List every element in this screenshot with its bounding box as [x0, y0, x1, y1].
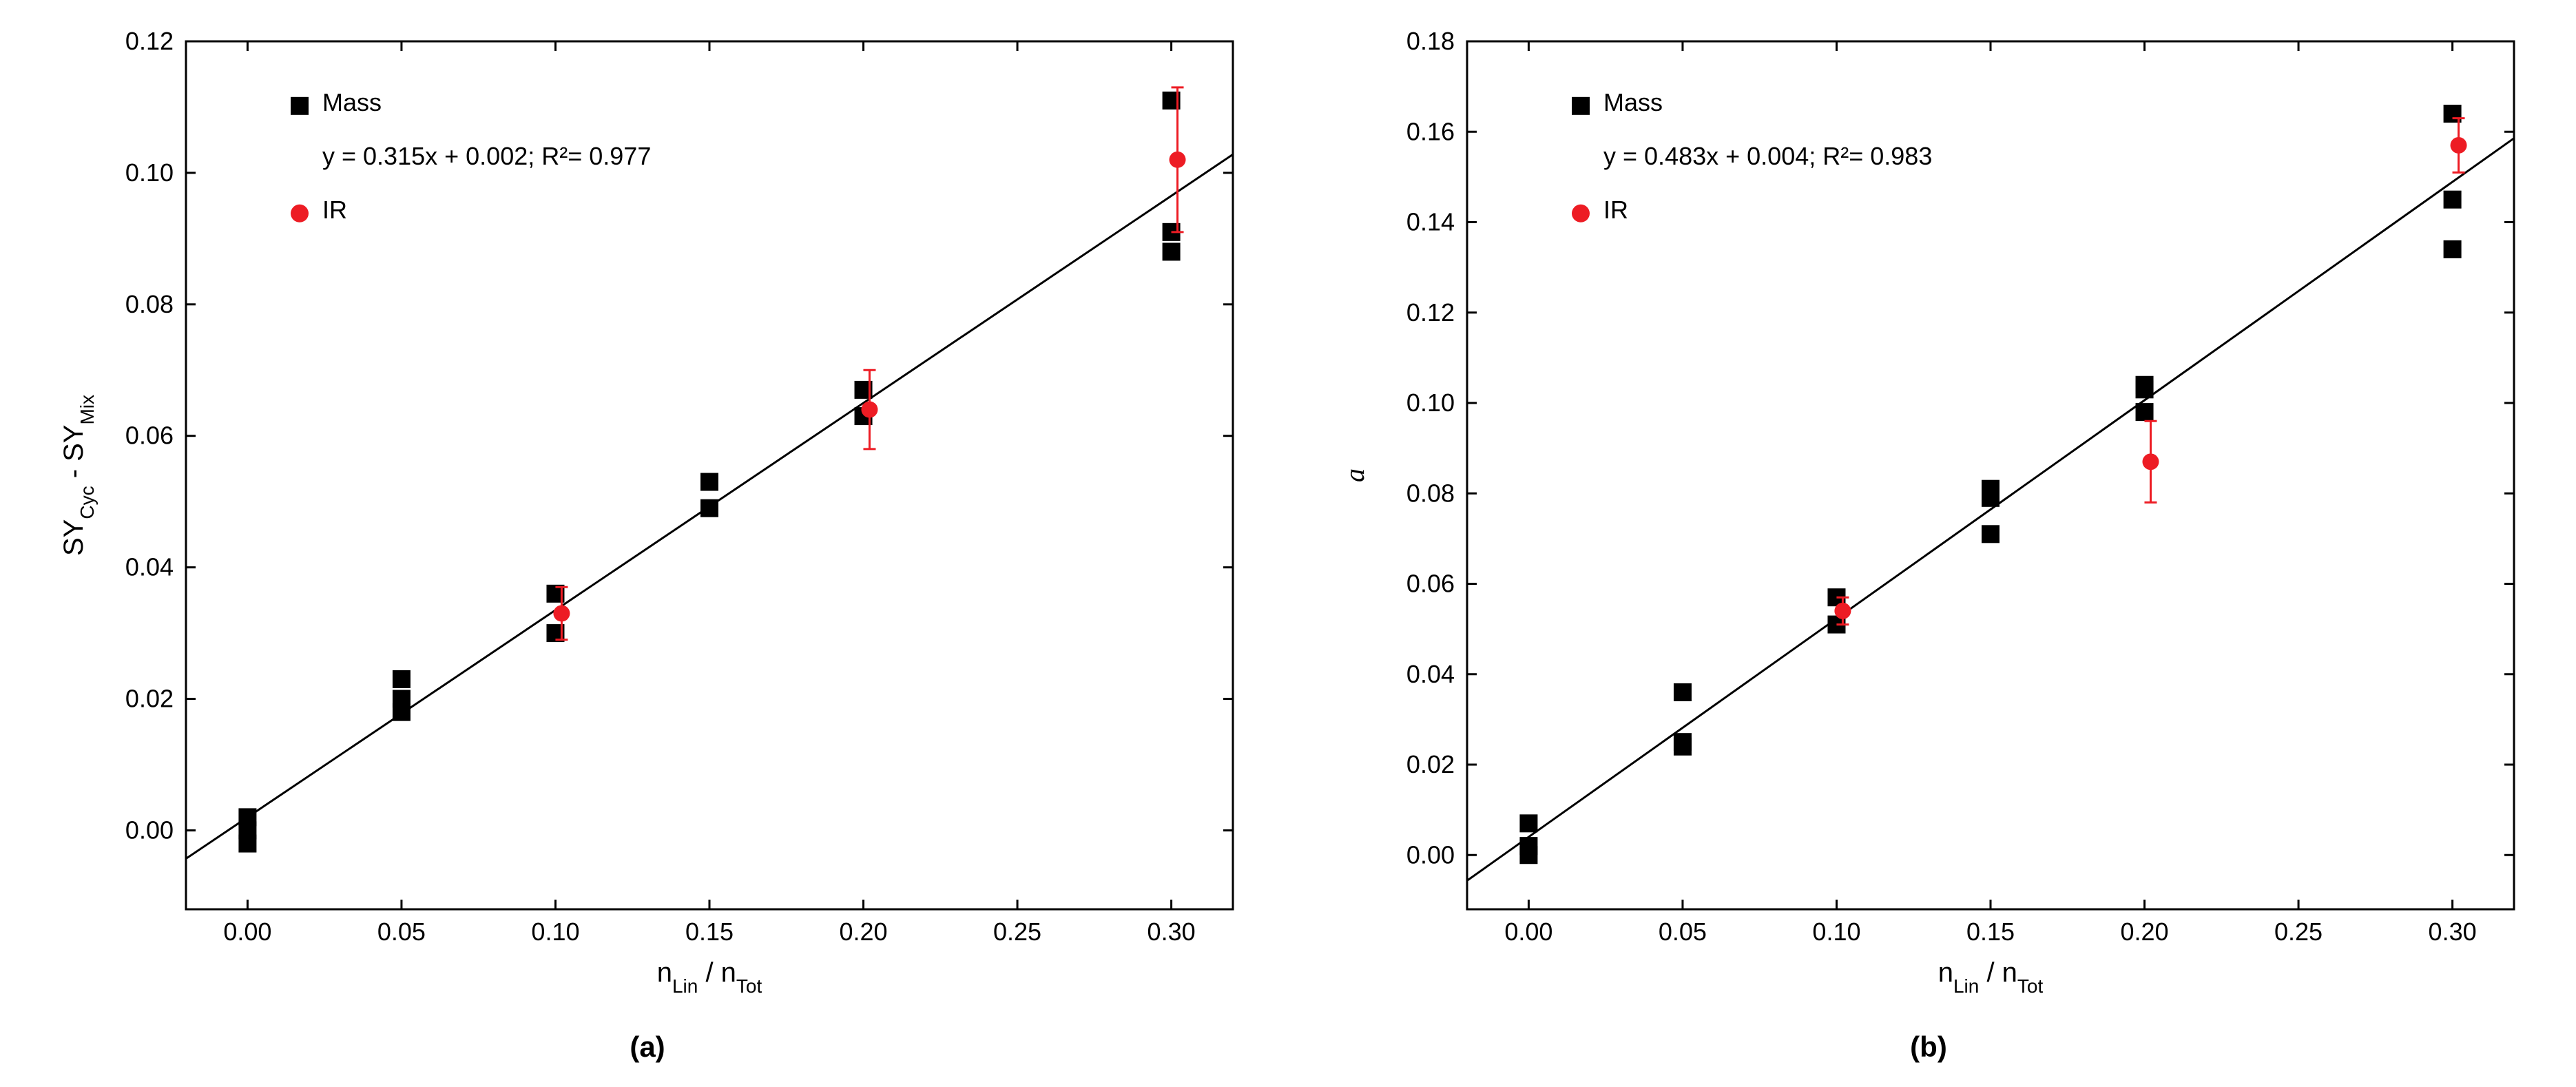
svg-text:0.00: 0.00	[1406, 840, 1455, 869]
svg-text:0.08: 0.08	[1406, 479, 1455, 507]
svg-text:y = 0.483x + 0.004; R²= 0.983: y = 0.483x + 0.004; R²= 0.983	[1603, 142, 1932, 170]
svg-text:0.15: 0.15	[1966, 918, 2015, 946]
svg-text:0.06: 0.06	[1406, 570, 1455, 598]
svg-text:0.08: 0.08	[125, 290, 174, 318]
svg-text:0.15: 0.15	[685, 918, 734, 946]
chart-a: 0.00 0.05 0.10 0.15 0.20 0.25 0.30 0.00 0.02 0.04…	[21, 14, 1274, 1026]
svg-text:y = 0.315x + 0.002; R²= 0.977: y = 0.315x + 0.002; R²= 0.977	[322, 142, 651, 170]
svg-text:0.20: 0.20	[839, 918, 887, 946]
svg-text:0.25: 0.25	[993, 918, 1041, 946]
svg-text:0.16: 0.16	[1406, 117, 1455, 145]
chart-b: 0.00 0.05 0.10 0.15 0.20 0.25 0.30 0.00 0.02 0.04…	[1302, 14, 2555, 1026]
svg-text:0.02: 0.02	[1406, 750, 1455, 778]
svg-text:IR: IR	[1603, 196, 1628, 224]
svg-text:0.00: 0.00	[1504, 918, 1552, 946]
svg-text:0.10: 0.10	[1406, 389, 1455, 417]
svg-text:0.04: 0.04	[1406, 660, 1455, 688]
svg-text:0.04: 0.04	[125, 553, 174, 581]
svg-text:Mass: Mass	[1603, 88, 1663, 116]
svg-text:0.12: 0.12	[125, 27, 174, 55]
figure: 0.00 0.05 0.10 0.15 0.20 0.25 0.30 0.00 0.02 0.04…	[0, 0, 2576, 1070]
svg-text:0.05: 0.05	[377, 918, 426, 946]
panel-b: 0.00 0.05 0.10 0.15 0.20 0.25 0.30 0.00 0.02 0.04…	[1302, 14, 2555, 1064]
svg-text:0.30: 0.30	[2429, 918, 2477, 946]
subcaption-b: (b)	[1910, 1031, 1947, 1064]
svg-text:0.18: 0.18	[1406, 27, 1455, 55]
svg-text:0.02: 0.02	[125, 685, 174, 713]
svg-text:0.20: 0.20	[2120, 918, 2168, 946]
svg-text:0.10: 0.10	[125, 158, 174, 187]
svg-text:0.12: 0.12	[1406, 298, 1455, 327]
svg-text:0.10: 0.10	[1812, 918, 1860, 946]
svg-text:0.25: 0.25	[2274, 918, 2323, 946]
svg-text:0.14: 0.14	[1406, 208, 1455, 236]
svg-text:Mass: Mass	[322, 88, 382, 116]
svg-text:0.05: 0.05	[1659, 918, 1707, 946]
svg-text:a: a	[1339, 468, 1370, 482]
subcaption-a: (a)	[630, 1031, 665, 1064]
panel-a: 0.00 0.05 0.10 0.15 0.20 0.25 0.30 0.00 0.02 0.04…	[21, 14, 1274, 1064]
svg-text:0.06: 0.06	[125, 422, 174, 450]
svg-text:0.00: 0.00	[125, 816, 174, 844]
svg-text:0.00: 0.00	[223, 918, 271, 946]
svg-text:IR: IR	[322, 196, 347, 224]
svg-text:0.10: 0.10	[531, 918, 579, 946]
svg-text:0.30: 0.30	[1147, 918, 1196, 946]
